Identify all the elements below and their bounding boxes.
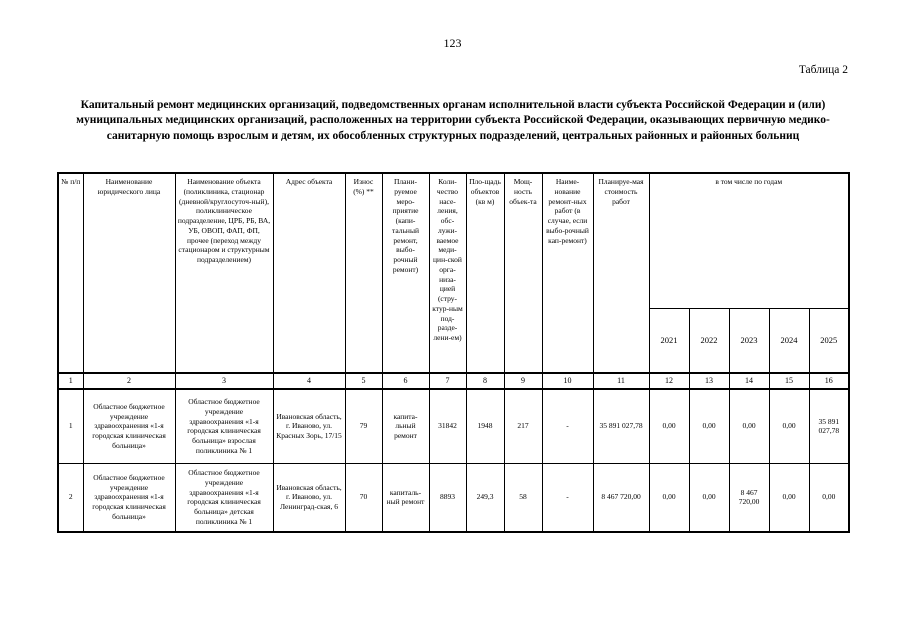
cell-year-2023: 8 467 720,00 (728, 462, 770, 533)
cell-area: 1948 (465, 388, 505, 464)
header-capacity: Мощ-ность объек-та (503, 172, 543, 374)
col-number: 13 (688, 372, 730, 390)
cell-address: Ивановская область, г. Иваново, ул. Лени… (272, 462, 346, 533)
cell-area: 249,3 (465, 462, 505, 533)
cell-capacity: 217 (503, 388, 543, 464)
table-row: 2 Областное бюджетное учреждение здравоо… (57, 462, 850, 533)
header-planned-activity: Плани-руемое меро-приятие (капи-тальный … (381, 172, 430, 374)
page-number: 123 (443, 36, 462, 50)
cell-row-number: 2 (57, 462, 84, 533)
col-number: 4 (272, 372, 346, 390)
header-legal-entity: Наименование юридического лица (82, 172, 176, 374)
table-row: 1 Областное бюджетное учреждение здравоо… (57, 388, 850, 464)
header-wear-percent: Износ (%) ** (344, 172, 383, 374)
cell-planned-cost: 35 891 027,78 (592, 388, 650, 464)
header-address: Адрес объекта (272, 172, 346, 374)
header-years-group: в том числе по годам (648, 172, 850, 309)
cell-wear-percent: 79 (344, 388, 383, 464)
col-number: 15 (768, 372, 810, 390)
header-year-2023: 2023 (728, 307, 770, 374)
years-row: 2021 2022 2023 2024 2025 (58, 307, 850, 374)
col-number: 5 (344, 372, 383, 390)
col-number: 9 (503, 372, 543, 390)
cell-object-name: Областное бюджетное учреждение здравоохр… (174, 388, 274, 464)
document-title: Капитальный ремонт медицинских организац… (76, 99, 830, 142)
capital-repair-table: № п/п Наименование юридического лица Наи… (57, 172, 850, 533)
header-year-2022: 2022 (688, 307, 730, 374)
cell-planned-cost: 8 467 720,00 (592, 462, 650, 533)
cell-year-2023: 0,00 (728, 388, 770, 464)
cell-legal-entity: Областное бюджетное учреждение здравоохр… (82, 388, 176, 464)
col-number: 3 (174, 372, 274, 390)
cell-population-served: 8893 (428, 462, 467, 533)
col-number: 7 (428, 372, 467, 390)
col-number: 8 (465, 372, 505, 390)
table-caption: Таблица 2 (798, 64, 848, 76)
header-row: № п/п Наименование юридического лица Наи… (57, 172, 850, 374)
col-number: 10 (541, 372, 594, 390)
cell-capacity: 58 (503, 462, 543, 533)
col-number: 2 (82, 372, 176, 390)
col-number: 12 (648, 372, 690, 390)
column-number-row: 1 2 3 4 5 6 7 8 9 10 11 12 13 14 15 16 (57, 372, 850, 390)
cell-object-name: Областное бюджетное учреждение здравоохр… (174, 462, 274, 533)
col-number: 1 (57, 372, 84, 390)
cell-wear-percent: 70 (344, 462, 383, 533)
header-year-2025: 2025 (808, 307, 850, 374)
col-number: 16 (808, 372, 850, 390)
header-planned-cost: Планируе-мая стоимость работ (592, 172, 650, 374)
header-repair-works: Наиме-нование ремонт-ных работ (в случае… (541, 172, 594, 374)
header-population-served: Коли-чество насе-ления, обс-лужи-ваемое … (428, 172, 467, 374)
cell-year-2022: 0,00 (688, 462, 730, 533)
cell-row-number: 1 (57, 388, 84, 464)
col-number: 14 (728, 372, 770, 390)
cell-legal-entity: Областное бюджетное учреждение здравоохр… (82, 462, 176, 533)
cell-year-2022: 0,00 (688, 388, 730, 464)
col-number: 6 (381, 372, 430, 390)
cell-address: Ивановская область, г. Иваново, ул. Крас… (272, 388, 346, 464)
cell-planned-activity: капиталь-ный ремонт (381, 462, 430, 533)
cell-year-2021: 0,00 (648, 462, 690, 533)
header-row-number: № п/п (57, 172, 84, 374)
cell-planned-activity: капита-льный ремонт (381, 388, 430, 464)
header-object-name: Наименование объекта (поликлиника, стаци… (174, 172, 274, 374)
cell-year-2025: 0,00 (808, 462, 850, 533)
cell-year-2024: 0,00 (768, 462, 810, 533)
header-year-2024: 2024 (768, 307, 810, 374)
header-year-2021: 2021 (648, 307, 690, 374)
cell-year-2021: 0,00 (648, 388, 690, 464)
cell-population-served: 31842 (428, 388, 467, 464)
cell-year-2024: 0,00 (768, 388, 810, 464)
cell-repair-works: - (541, 388, 594, 464)
cell-repair-works: - (541, 462, 594, 533)
header-area: Пло-щадь объектов (кв м) (465, 172, 505, 374)
col-number: 11 (592, 372, 650, 390)
cell-year-2025: 35 891 027,78 (808, 388, 850, 464)
